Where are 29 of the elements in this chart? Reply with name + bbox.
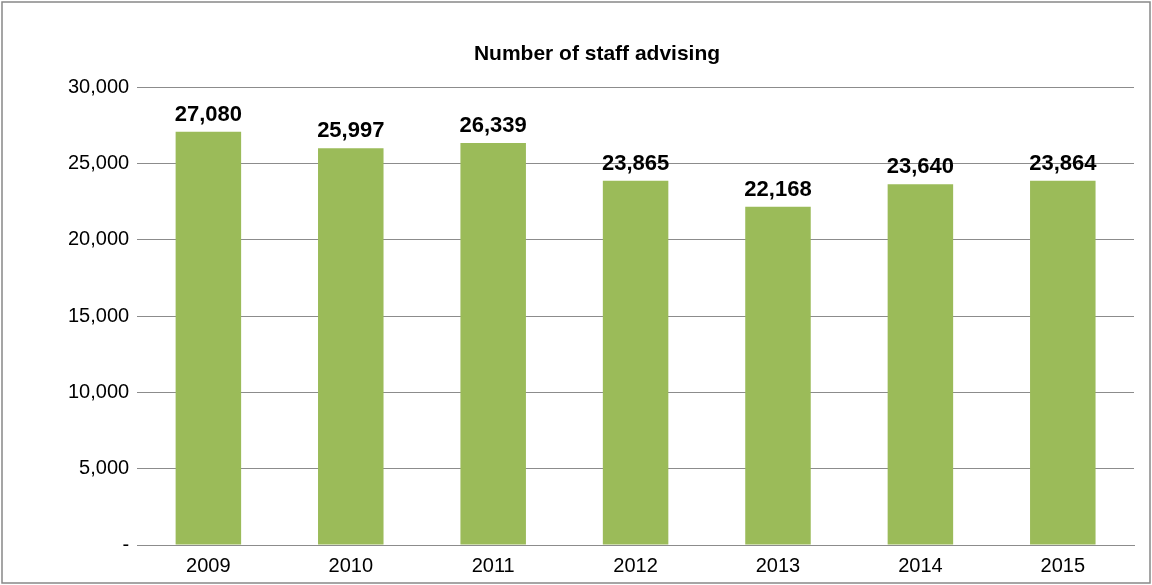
x-tick-label: 2011 — [471, 553, 515, 576]
y-tick-label: 30,000 — [68, 74, 130, 97]
y-tick-label: 5,000 — [79, 456, 130, 479]
bar — [175, 131, 242, 545]
data-label: 26,339 — [459, 112, 527, 138]
x-tick-label: 2012 — [613, 553, 658, 576]
bar — [1030, 180, 1096, 545]
data-label: 23,865 — [601, 149, 670, 175]
bar — [460, 143, 526, 545]
x-tick-label: 2013 — [755, 553, 801, 576]
y-tick-label: 15,000 — [68, 303, 130, 326]
data-label: 22,168 — [744, 175, 812, 201]
data-label: 25,997 — [317, 117, 385, 143]
x-tick-label: 2014 — [898, 553, 943, 576]
data-label: 23,864 — [1029, 149, 1098, 175]
x-tick-label: 2009 — [186, 553, 231, 576]
x-tick-label: 2015 — [1040, 553, 1086, 576]
data-label: 23,640 — [886, 153, 955, 179]
bar — [318, 148, 384, 545]
chart-title: Number of staff advising — [473, 41, 721, 65]
bar — [602, 180, 669, 545]
x-tick-label: 2010 — [328, 553, 374, 576]
y-tick-label: 10,000 — [68, 379, 130, 402]
y-tick-label: 20,000 — [68, 227, 130, 250]
bar — [887, 184, 954, 545]
data-label: 27,080 — [174, 100, 243, 126]
y-tick-label: 25,000 — [68, 151, 130, 174]
bar — [745, 206, 811, 545]
y-tick-label: - — [122, 532, 130, 555]
